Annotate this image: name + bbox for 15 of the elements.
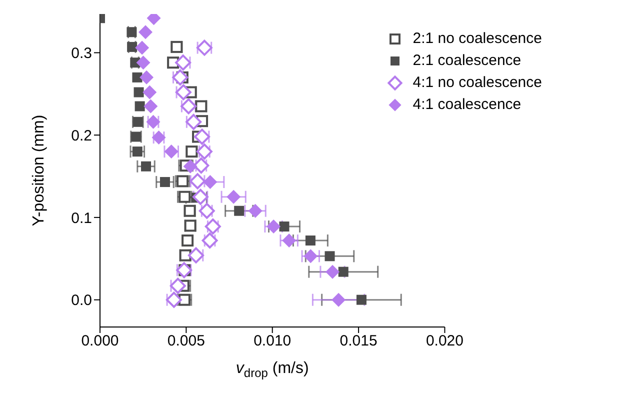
legend-label: 2:1 coalescence (412, 51, 522, 71)
x-tick-label: 0.000 (81, 332, 119, 350)
x-tick-label: 0.015 (340, 332, 378, 350)
y-tick-label: 0.3 (71, 45, 92, 62)
x-axis-title: v$_{drop}$ (m/s) (236, 360, 309, 380)
x-tick-label: 0.010 (254, 332, 292, 350)
x-tick-label: 0.020 (426, 332, 464, 350)
y-tick-label: 0.0 (71, 292, 92, 310)
legend-label: 4:1 no coalescence (412, 73, 542, 93)
y-tick-label: 0.1 (71, 210, 92, 227)
y-tick-label: 0.2 (71, 127, 92, 144)
legend-label: 4:1 coalescence (412, 95, 522, 115)
legend-label: 2:1 no coalescence (412, 29, 542, 49)
y-axis-title: Y-position (mm) (30, 114, 48, 226)
x-tick-label: 0.005 (167, 332, 205, 350)
